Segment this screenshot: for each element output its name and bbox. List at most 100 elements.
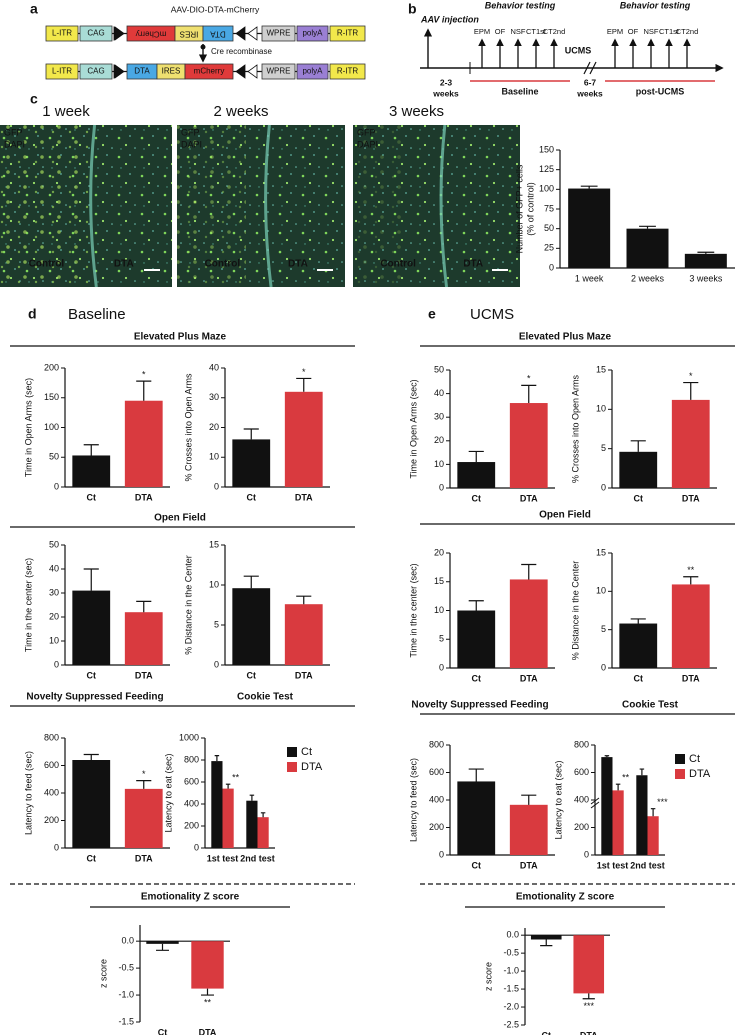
y-axis-label: Latency to feed (sec) [408, 758, 418, 842]
error-bar [225, 783, 231, 789]
y-tick-label: 100 [44, 422, 59, 432]
y-tick-label: 0 [214, 481, 219, 491]
x-tick-label: DTA [682, 673, 700, 683]
construct-label: WPRE [267, 67, 291, 76]
construct-element [329, 25, 366, 42]
section-title: UCMS [470, 306, 514, 323]
y-tick-label: -0.5 [503, 948, 519, 958]
y-tick-label: -1.5 [503, 983, 519, 993]
construct-element [329, 63, 366, 80]
chart: 0 200 400 600 800 1000 Latency to eat (sec) 1st… [163, 732, 322, 863]
chart: 0 200 400 600 800 Latency to eat (sec) 1st tes… [553, 739, 710, 870]
y-tick-label: 400 [44, 787, 59, 797]
bar [619, 623, 658, 668]
construct-label: WPRE [267, 29, 291, 38]
bar [232, 439, 271, 487]
construct-label: polyA [302, 29, 323, 38]
bar [671, 584, 710, 668]
subsection-title: Emotionality Z score [516, 892, 615, 903]
bar [626, 228, 669, 268]
y-axis-label: z score [483, 962, 493, 991]
significance-label: * [689, 371, 693, 381]
y-tick-label: -2.5 [503, 1019, 519, 1029]
x-tick-label: DTA [520, 860, 538, 870]
construct-label: DTA [134, 67, 150, 76]
y-tick-label: 200 [44, 815, 59, 825]
image-title: 2 weeks [213, 103, 268, 120]
section-title: Baseline [68, 306, 126, 323]
axis-break [590, 797, 600, 805]
legend-swatch [675, 769, 685, 779]
y-tick-label: 20 [434, 435, 444, 445]
timeline-label: AAV injection [420, 14, 479, 24]
y-tick-label: 0 [439, 662, 444, 672]
y-tick-label: 10 [49, 635, 59, 645]
bar [246, 800, 258, 848]
side-label: Control [205, 259, 241, 270]
y-tick-label: 20 [434, 547, 444, 557]
significance-label: ** [622, 773, 630, 783]
chart: 0.0 -0.5 -1.0 -1.5 z score Ct DTA ** [98, 925, 230, 1035]
error-bar [136, 780, 152, 789]
y-tick-label: 200 [44, 362, 59, 372]
y-tick-label: 10 [434, 459, 444, 469]
error-bar [639, 768, 645, 776]
phase-label: Baseline [501, 86, 538, 96]
y-tick-label: 0 [54, 659, 59, 669]
bar [684, 253, 727, 268]
y-tick-label: 200 [429, 822, 444, 832]
x-tick-label: 1st test [207, 853, 239, 863]
y-tick-label: 0 [601, 482, 606, 492]
subsection-title: Emotionality Z score [141, 892, 240, 903]
x-tick-label: Ct [472, 860, 482, 870]
construct-label: polyA [302, 67, 323, 76]
y-tick-label: 150 [44, 392, 59, 402]
timeline-label: Behavior testing [485, 0, 556, 10]
y-tick-label: 10 [434, 605, 444, 615]
loxp-site [114, 64, 125, 79]
error-bar [521, 384, 537, 404]
x-tick-label: DTA [580, 1030, 598, 1035]
y-tick-label: 15 [434, 576, 444, 586]
significance-label: * [302, 367, 306, 377]
y-tick-label: -1.0 [118, 989, 134, 999]
y-tick-label: 200 [184, 820, 199, 830]
error-bar [83, 444, 99, 456]
bar [222, 788, 234, 848]
x-tick-label: 2nd test [630, 860, 665, 870]
construct-element [261, 63, 296, 80]
y-axis-label: % Distance in the Center [570, 561, 580, 661]
cre-label: Cre recombinase [211, 47, 272, 56]
y-tick-label: 0 [601, 662, 606, 672]
subsection-title: Open Field [154, 513, 206, 524]
axis-break [583, 61, 591, 75]
legend-label: Ct [301, 746, 312, 758]
y-tick-label: 600 [574, 767, 589, 777]
construct-element [79, 25, 113, 42]
bar [457, 781, 496, 855]
test-label: CT1st [526, 27, 547, 36]
y-tick-label: -1.0 [503, 965, 519, 975]
construct-element [296, 63, 329, 80]
test-label: OF [495, 27, 506, 36]
side-label: Control [29, 259, 65, 270]
error-bar [604, 755, 610, 758]
midline [89, 124, 98, 288]
construct-element [202, 25, 234, 42]
error-bar [83, 753, 99, 760]
error-bar [296, 595, 312, 605]
y-tick-label: 0 [549, 262, 554, 272]
y-tick-label: 10 [596, 404, 606, 414]
stress-label: UCMS [565, 45, 592, 55]
y-tick-label: 40 [209, 362, 219, 372]
y-tick-label: 200 [574, 822, 589, 832]
error-bar [521, 794, 537, 805]
subsection-title: Elevated Plus Maze [134, 332, 227, 343]
side-label: DTA [288, 259, 308, 270]
interval-label: weeks [576, 88, 603, 98]
y-tick-label: 0 [439, 849, 444, 859]
y-tick-label: 0 [54, 842, 59, 852]
subsection-title: Elevated Plus Maze [519, 332, 612, 343]
chart: 0 5 10 15 20 Time in the center (sec) Ct DTA [408, 547, 555, 683]
y-tick-label: 600 [429, 767, 444, 777]
